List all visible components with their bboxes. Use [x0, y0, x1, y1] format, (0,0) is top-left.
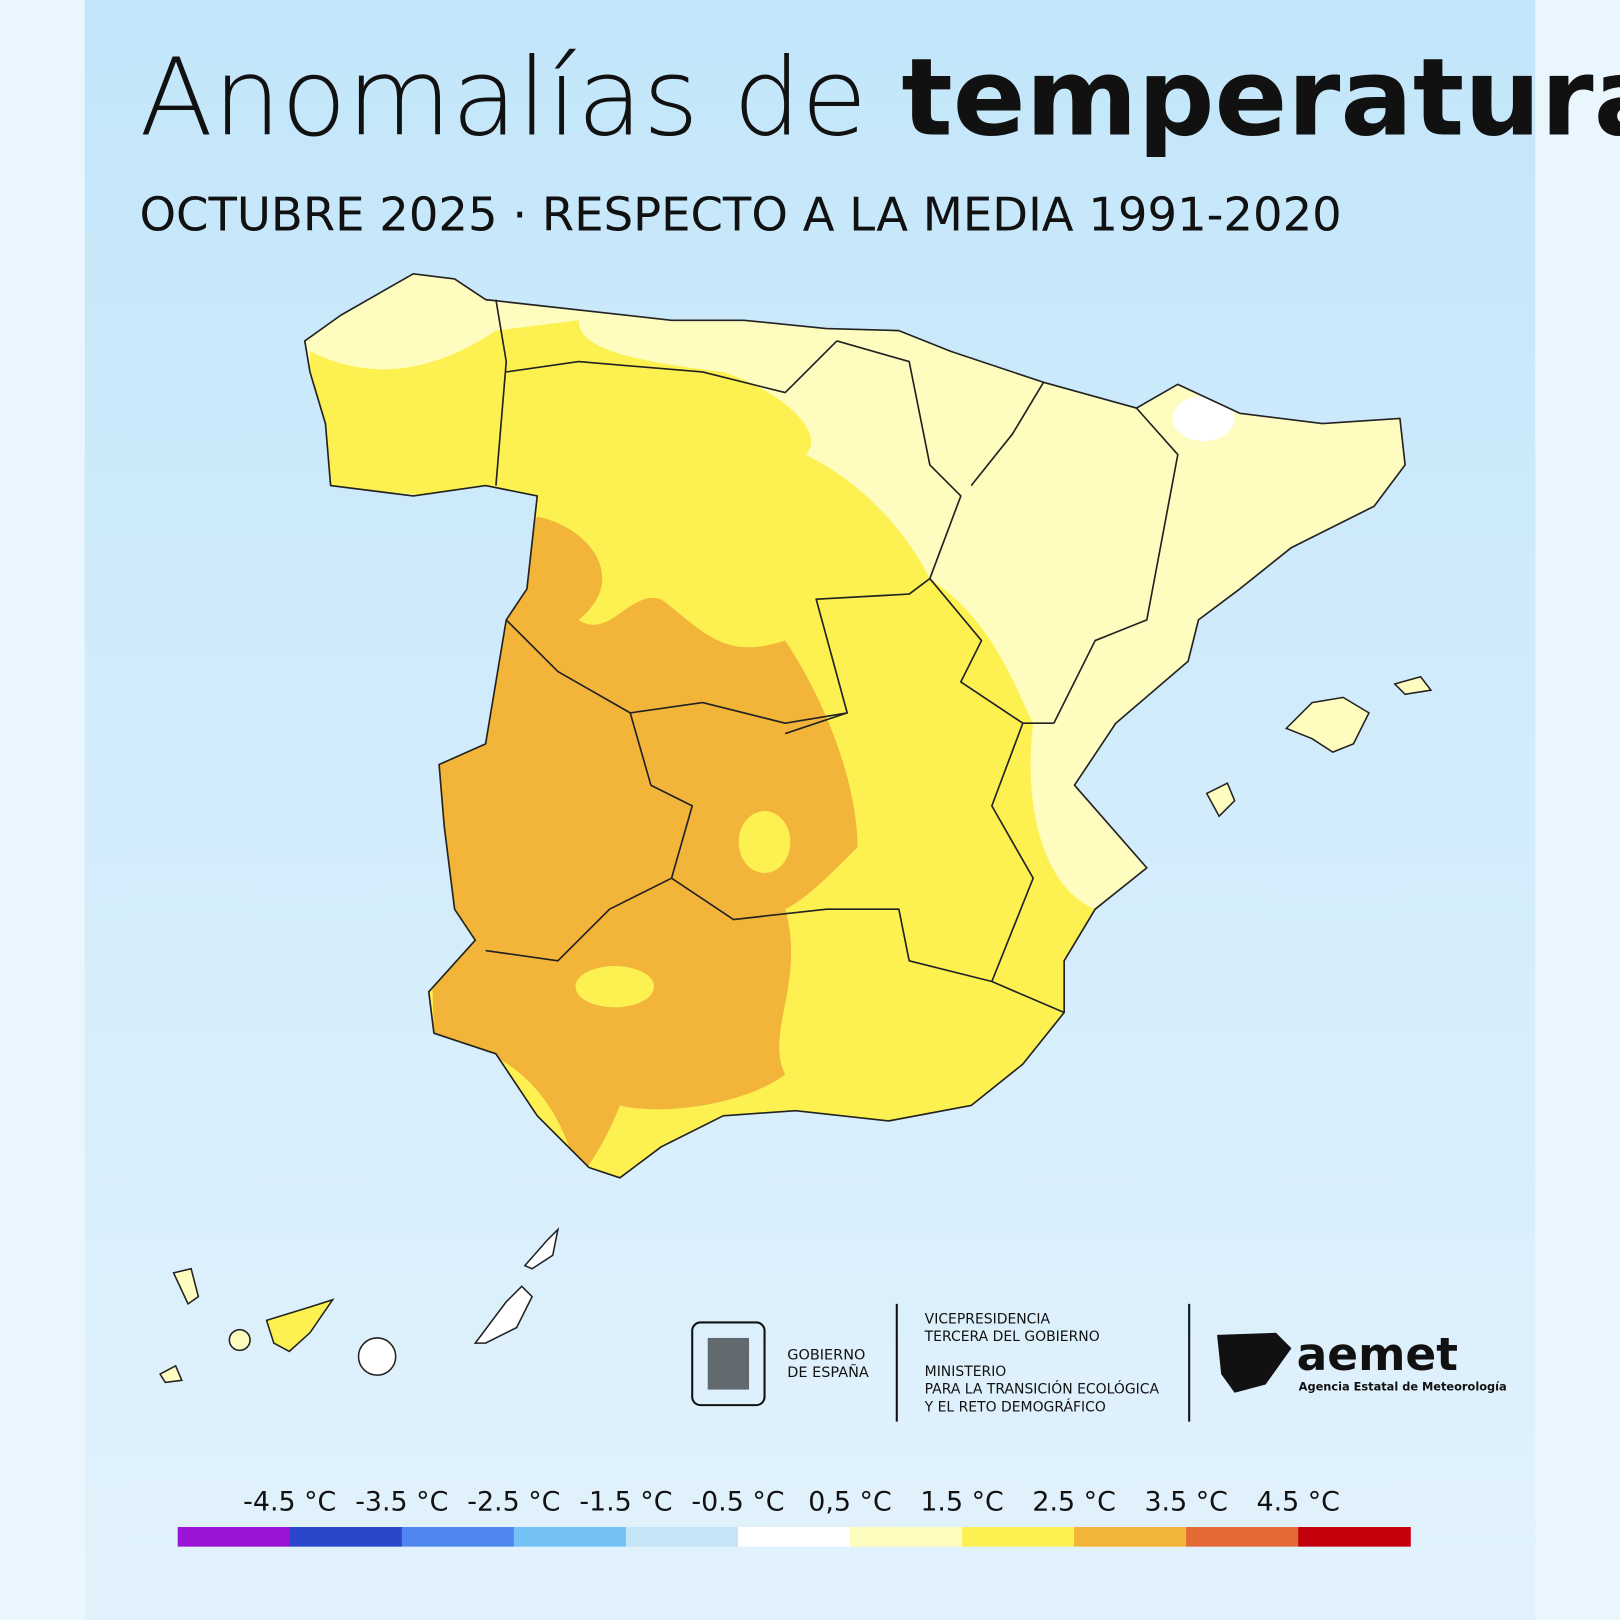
gobierno-line: DE ESPAÑA — [787, 1364, 869, 1381]
gobierno-logo: GOBIERNO DE ESPAÑA — [691, 1321, 869, 1407]
legend-label: -2.5 °C — [467, 1486, 560, 1517]
aemet-full: Agencia Estatal de Meteorología — [1299, 1380, 1507, 1394]
legend-swatch — [1186, 1527, 1299, 1547]
legend-label: 0,5 °C — [808, 1486, 891, 1517]
region-borders — [485, 299, 1179, 1014]
legend-swatch — [177, 1527, 291, 1547]
ministerio-text: VICEPRESIDENCIA TERCERA DEL GOBIERNO MIN… — [924, 1311, 1160, 1415]
legend-label: 1.5 °C — [920, 1486, 1003, 1517]
ministerio-line: Y EL RETO DEMOGRÁFICO — [924, 1398, 1106, 1415]
ministerio-line: MINISTERIO — [925, 1364, 1007, 1380]
legend-swatch — [401, 1527, 515, 1547]
ministerio-line: VICEPRESIDENCIA — [925, 1311, 1051, 1327]
aemet-name: aemet — [1297, 1328, 1458, 1381]
legend-label: -3.5 °C — [355, 1486, 448, 1517]
legend-swatch — [1298, 1527, 1411, 1547]
region-yellow-spot — [738, 811, 791, 874]
canary-islands — [159, 1227, 560, 1384]
legend-swatch — [513, 1527, 627, 1547]
ministerio-line: TERCERA DEL GOBIERNO — [924, 1329, 1100, 1345]
title-bold: temperatura — [901, 35, 1620, 160]
legend-label: 3.5 °C — [1144, 1486, 1227, 1517]
legend-label: 2.5 °C — [1032, 1486, 1115, 1517]
legend-swatch — [962, 1527, 1075, 1547]
legend-label: -4.5 °C — [243, 1486, 336, 1517]
legend-swatch — [289, 1527, 403, 1547]
ministerio-line: PARA LA TRANSICIÓN ECOLÓGICA — [925, 1380, 1160, 1398]
legend-swatch — [1074, 1527, 1187, 1547]
region-orange — [423, 516, 858, 1178]
legend: -4.5 °C -3.5 °C -2.5 °C -1.5 °C -0.5 °C 0,5 °… — [177, 1486, 1411, 1547]
gobierno-line: GOBIERNO — [787, 1348, 865, 1364]
legend-label: -1.5 °C — [579, 1486, 672, 1517]
legend-label: -0.5 °C — [691, 1486, 784, 1517]
region-white — [1172, 395, 1235, 442]
balearic-islands — [1205, 675, 1433, 818]
legend-swatch — [737, 1527, 851, 1547]
legend-swatch — [625, 1527, 739, 1547]
legend-swatch — [850, 1527, 963, 1547]
subtitle: OCTUBRE 2025 · RESPECTO A LA MEDIA 1991-… — [139, 187, 1341, 241]
title-light: Anomalías de — [139, 35, 867, 160]
legend-label: 4.5 °C — [1256, 1486, 1339, 1517]
title: Anomalías de temperatura — [139, 35, 1620, 160]
aemet-logo: aemet Agencia Estatal de Meteorología — [1217, 1328, 1507, 1394]
region-yellow-spot — [575, 966, 654, 1008]
